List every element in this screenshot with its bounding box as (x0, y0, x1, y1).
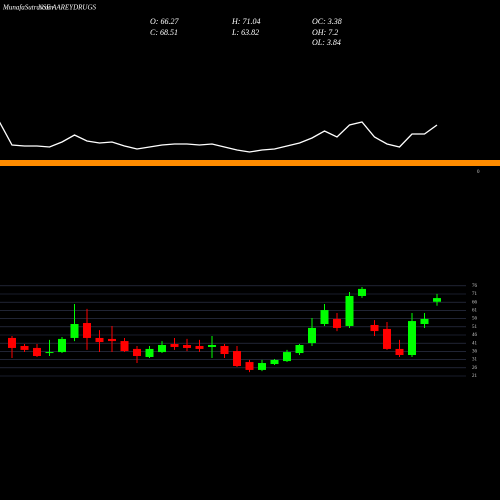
candle-body (233, 351, 241, 366)
band (0, 160, 500, 166)
candle-body (33, 347, 41, 356)
y-tick-label: 56 (472, 317, 478, 322)
candle-body (408, 321, 416, 356)
y-tick-label: 21 (472, 374, 478, 379)
y-tick-label: 76 (472, 284, 478, 289)
candle-body (333, 318, 341, 328)
y-tick-label: 66 (472, 300, 478, 305)
candle-body (370, 324, 379, 332)
stat: OH: 7.2 (312, 28, 338, 37)
candle-body (20, 345, 29, 350)
candle-body (145, 348, 154, 357)
candle-body (45, 352, 54, 354)
stat: H: 71.04 (231, 17, 260, 26)
candle-body (383, 328, 391, 349)
stat: C: 68.51 (150, 28, 178, 37)
candle-body (120, 341, 129, 352)
candle-body (270, 359, 279, 365)
candle-body (395, 348, 404, 356)
candle-body (295, 345, 304, 354)
stat: OC: 3.38 (312, 17, 342, 26)
y-tick-label: 41 (472, 341, 478, 346)
stat: OL: 3.84 (312, 38, 341, 47)
candle-body (70, 324, 79, 338)
candle-body (83, 323, 91, 338)
y-tick-label: 0 (477, 170, 480, 175)
candle-body (258, 363, 266, 370)
candle-body (208, 345, 216, 347)
chart-title: NSE AAREYDRUGS (37, 4, 97, 12)
candle-body (308, 327, 316, 344)
candle-body (170, 344, 179, 347)
y-tick-label: 36 (472, 350, 478, 355)
candle-body (195, 345, 204, 349)
watermark: MunafaSutra.com (2, 4, 53, 12)
stat: L: 63.82 (231, 28, 259, 37)
y-tick-label: 71 (472, 292, 478, 297)
candle-body (433, 298, 441, 302)
candle-body (220, 345, 229, 355)
candle-body (245, 362, 254, 370)
y-tick-label: 31 (472, 358, 478, 363)
candle-body (420, 318, 429, 325)
candle-body (158, 345, 166, 353)
y-tick-label: 51 (472, 325, 478, 330)
y-tick-label: 61 (472, 309, 478, 314)
candle-body (58, 338, 66, 353)
y-tick-label: 26 (472, 366, 478, 371)
candle-body (358, 288, 366, 296)
candle-body (320, 310, 329, 325)
candle-body (183, 345, 191, 348)
candle-body (345, 295, 354, 326)
stat: O: 66.27 (150, 17, 179, 26)
candle-body (108, 338, 116, 342)
candle-body (283, 352, 291, 362)
candle-body (133, 348, 141, 356)
line (0, 121, 438, 153)
candle-body (8, 337, 16, 348)
y-tick-label: 46 (472, 333, 478, 338)
candle-body (95, 337, 104, 343)
